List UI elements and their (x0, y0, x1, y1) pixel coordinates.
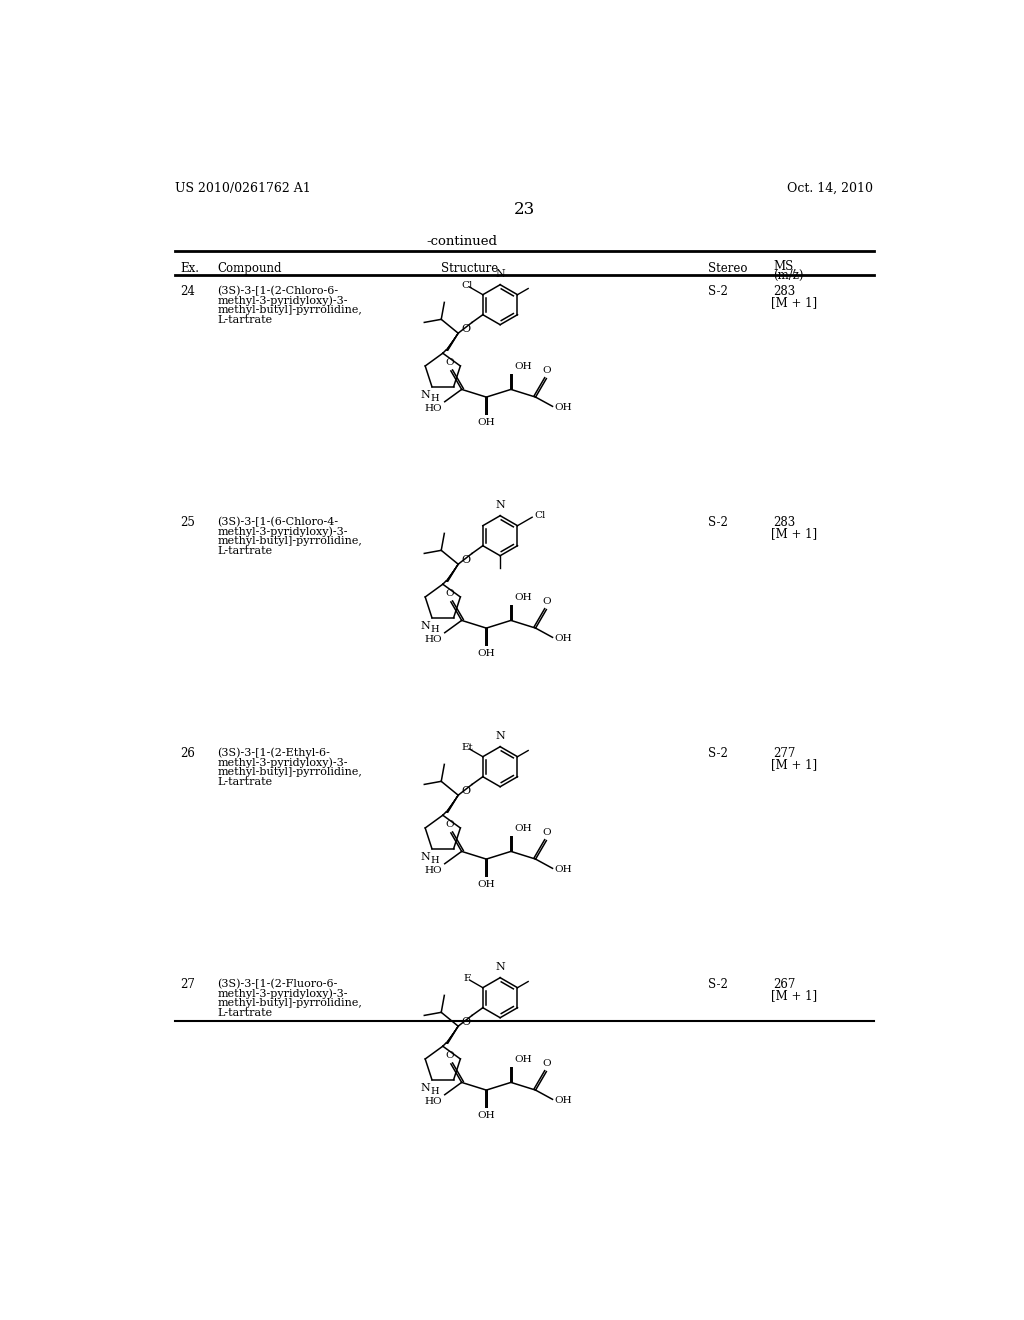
Text: OH: OH (477, 880, 496, 888)
Text: L-tartrate: L-tartrate (217, 315, 272, 326)
Text: HO: HO (425, 635, 442, 644)
Text: US 2010/0261762 A1: US 2010/0261762 A1 (175, 182, 311, 194)
Text: S-2: S-2 (708, 285, 728, 298)
Text: 23: 23 (514, 201, 536, 218)
Text: methyl-3-pyridyloxy)-3-: methyl-3-pyridyloxy)-3- (217, 758, 348, 768)
Text: O: O (462, 554, 470, 565)
Text: O: O (445, 589, 455, 598)
Text: OH: OH (514, 593, 531, 602)
Text: OH: OH (555, 404, 572, 412)
Text: F: F (464, 974, 471, 983)
Text: OH: OH (514, 362, 531, 371)
Text: O: O (445, 1051, 455, 1060)
Text: OH: OH (477, 418, 496, 426)
Text: 283: 283 (773, 285, 796, 298)
Text: HO: HO (425, 1097, 442, 1106)
Text: N: N (421, 851, 431, 862)
Text: 27: 27 (180, 978, 196, 991)
Text: O: O (543, 597, 552, 606)
Text: (3S)-3-[1-(6-Chloro-4-: (3S)-3-[1-(6-Chloro-4- (217, 516, 339, 527)
Text: N: N (421, 620, 431, 631)
Text: (3S)-3-[1-(2-Fluoro-6-: (3S)-3-[1-(2-Fluoro-6- (217, 978, 338, 989)
Text: H: H (431, 857, 439, 866)
Text: 26: 26 (180, 747, 196, 760)
Text: methyl-butyl]-pyrrolidine,: methyl-butyl]-pyrrolidine, (217, 767, 362, 777)
Text: [M + 1]: [M + 1] (771, 989, 817, 1002)
Text: Ex.: Ex. (180, 263, 200, 276)
Text: MS,: MS, (773, 259, 797, 272)
Text: S-2: S-2 (708, 978, 728, 991)
Text: [M + 1]: [M + 1] (771, 527, 817, 540)
Text: OH: OH (514, 1055, 531, 1064)
Text: Structure: Structure (440, 263, 498, 276)
Text: L-tartrate: L-tartrate (217, 777, 272, 788)
Text: O: O (462, 323, 470, 334)
Text: (3S)-3-[1-(2-Chloro-6-: (3S)-3-[1-(2-Chloro-6- (217, 285, 339, 296)
Text: O: O (445, 820, 455, 829)
Text: 283: 283 (773, 516, 796, 529)
Text: H: H (431, 1088, 439, 1097)
Text: 267: 267 (773, 978, 796, 991)
Text: OH: OH (477, 649, 496, 657)
Text: L-tartrate: L-tartrate (217, 546, 272, 557)
Text: Stereo: Stereo (708, 263, 748, 276)
Text: OH: OH (555, 866, 572, 874)
Text: methyl-butyl]-pyrrolidine,: methyl-butyl]-pyrrolidine, (217, 536, 362, 546)
Text: OH: OH (555, 635, 572, 643)
Text: 277: 277 (773, 747, 796, 760)
Text: methyl-butyl]-pyrrolidine,: methyl-butyl]-pyrrolidine, (217, 998, 362, 1008)
Text: methyl-3-pyridyloxy)-3-: methyl-3-pyridyloxy)-3- (217, 527, 348, 537)
Text: OH: OH (514, 824, 531, 833)
Text: O: O (445, 358, 455, 367)
Text: O: O (543, 366, 552, 375)
Text: Cl: Cl (535, 511, 546, 520)
Text: H: H (431, 626, 439, 635)
Text: N: N (421, 1082, 431, 1093)
Text: N: N (496, 269, 505, 280)
Text: (m/z): (m/z) (773, 269, 804, 282)
Text: O: O (462, 785, 470, 796)
Text: HO: HO (425, 404, 442, 413)
Text: N: N (421, 389, 431, 400)
Text: methyl-3-pyridyloxy)-3-: methyl-3-pyridyloxy)-3- (217, 296, 348, 306)
Text: O: O (543, 1059, 552, 1068)
Text: -continued: -continued (426, 235, 498, 248)
Text: 25: 25 (180, 516, 196, 529)
Text: Cl: Cl (462, 281, 473, 290)
Text: OH: OH (477, 1111, 496, 1119)
Text: N: N (496, 731, 505, 742)
Text: N: N (496, 962, 505, 973)
Text: [M + 1]: [M + 1] (771, 758, 817, 771)
Text: Compound: Compound (217, 263, 282, 276)
Text: L-tartrate: L-tartrate (217, 1008, 272, 1019)
Text: O: O (543, 828, 552, 837)
Text: OH: OH (555, 1097, 572, 1105)
Text: S-2: S-2 (708, 747, 728, 760)
Text: methyl-butyl]-pyrrolidine,: methyl-butyl]-pyrrolidine, (217, 305, 362, 315)
Text: HO: HO (425, 866, 442, 875)
Text: N: N (496, 500, 505, 511)
Text: H: H (431, 395, 439, 404)
Text: [M + 1]: [M + 1] (771, 296, 817, 309)
Text: O: O (462, 1016, 470, 1027)
Text: 24: 24 (180, 285, 196, 298)
Text: Oct. 14, 2010: Oct. 14, 2010 (786, 182, 872, 194)
Text: S-2: S-2 (708, 516, 728, 529)
Text: (3S)-3-[1-(2-Ethyl-6-: (3S)-3-[1-(2-Ethyl-6- (217, 747, 331, 758)
Text: Et: Et (462, 743, 473, 752)
Text: methyl-3-pyridyloxy)-3-: methyl-3-pyridyloxy)-3- (217, 989, 348, 999)
